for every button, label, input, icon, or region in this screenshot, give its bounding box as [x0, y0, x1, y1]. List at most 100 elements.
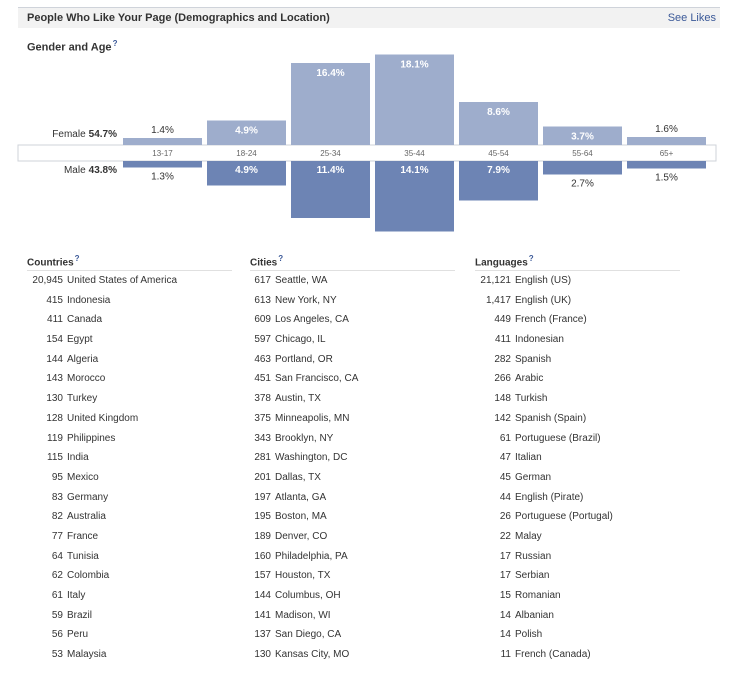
countries-name: India — [67, 452, 89, 464]
countries-name: Germany — [67, 491, 109, 503]
languages-name: English (US) — [515, 275, 572, 286]
cities-count: 201 — [254, 471, 271, 483]
cities-row: 144 Columbus, OH — [250, 586, 455, 606]
male-bar-45-54 — [459, 161, 538, 201]
languages-name: German — [515, 471, 552, 483]
cities-count: 144 — [254, 590, 271, 601]
cities-name: Minneapolis, MN — [275, 412, 350, 424]
countries-count: 56 — [51, 629, 63, 641]
countries-row: 415 Indonesia — [27, 291, 232, 311]
male-value-label: 7.9% — [487, 165, 510, 176]
male-bar-65+ — [627, 161, 706, 169]
countries-name: Malaysia — [67, 649, 107, 661]
cities-name: Kansas City, MO — [275, 649, 350, 661]
countries-row: 53 Malaysia — [27, 645, 232, 665]
countries-name: Indonesia — [67, 294, 111, 306]
languages-count: 14 — [499, 629, 511, 641]
countries-name: Algeria — [67, 353, 99, 365]
female-value-label: 18.1% — [400, 60, 428, 71]
gender-age-chart: 1.4% 1.3% 13-17 4.9% 4.9% 18-24 16.4% 11.4% 25-3… — [17, 54, 717, 232]
cities-row: 195 Boston, MA — [250, 507, 455, 527]
male-percent: 43.8% — [88, 165, 117, 176]
languages-count: 22 — [499, 530, 511, 542]
languages-count: 44 — [499, 491, 511, 503]
languages-row: 47 Italian — [475, 448, 680, 468]
countries-name: Morocco — [67, 373, 106, 385]
cities-count: 160 — [254, 550, 271, 562]
countries-count: 20,945 — [32, 275, 63, 286]
age-tick-label: 55-64 — [572, 149, 593, 158]
countries-count: 115 — [47, 452, 63, 464]
languages-count: 17 — [499, 570, 511, 582]
countries-count: 119 — [47, 432, 63, 444]
countries-heading: Countries? — [27, 254, 80, 268]
female-legend: Female 54.7% — [17, 129, 117, 140]
languages-name: Portuguese (Portugal) — [515, 511, 613, 523]
languages-count: 148 — [494, 393, 511, 405]
cities-row: 463 Portland, OR — [250, 350, 455, 370]
languages-row: 44 English (Pirate) — [475, 488, 680, 508]
countries-row: 411 Canada — [27, 310, 232, 330]
cities-name: Denver, CO — [275, 530, 328, 542]
countries-row: 130 Turkey — [27, 389, 232, 409]
male-bar-55-64 — [543, 161, 622, 175]
languages-list: 21,121 English (US) 1,417 English (UK) 449 Fr… — [475, 271, 680, 665]
languages-name: Indonesian — [515, 334, 564, 346]
countries-row: 95 Mexico — [27, 468, 232, 488]
cities-name: Houston, TX — [275, 570, 331, 582]
cities-count: 375 — [254, 412, 271, 424]
languages-count: 11 — [500, 649, 511, 661]
countries-help-icon[interactable]: ? — [74, 254, 80, 263]
cities-row: 617 Seattle, WA — [250, 271, 455, 291]
countries-count: 128 — [46, 412, 63, 424]
age-tick-label: 65+ — [660, 149, 674, 158]
countries-name: Philippines — [67, 432, 116, 444]
cities-name: New York, NY — [275, 294, 337, 306]
female-value-label: 8.6% — [487, 107, 510, 118]
countries-row: 119 Philippines — [27, 429, 232, 449]
male-bar-13-17 — [123, 161, 202, 168]
languages-name: Spanish — [515, 353, 552, 365]
cities-name: Seattle, WA — [275, 275, 328, 286]
cities-row: 609 Los Angeles, CA — [250, 310, 455, 330]
languages-row: 11 French (Canada) — [475, 645, 680, 665]
countries-name: Canada — [67, 314, 103, 326]
languages-name: Turkish — [515, 393, 548, 405]
cities-name: Chicago, IL — [275, 334, 326, 346]
cities-name: Madison, WI — [275, 609, 331, 621]
female-bar-18-24 — [207, 120, 286, 145]
cities-count: 195 — [254, 511, 271, 523]
languages-help-icon[interactable]: ? — [528, 254, 534, 263]
section-title: People Who Like Your Page (Demographics … — [27, 12, 330, 24]
languages-name: Albanian — [515, 609, 554, 621]
age-axis-strip — [17, 144, 717, 162]
languages-row: 266 Arabic — [475, 369, 680, 389]
countries-count: 130 — [46, 393, 63, 405]
gender-age-help-icon[interactable]: ? — [112, 39, 118, 48]
cities-help-icon[interactable]: ? — [278, 254, 284, 263]
male-legend: Male 43.8% — [17, 165, 117, 176]
female-percent: 54.7% — [88, 129, 117, 140]
cities-name: Los Angeles, CA — [275, 314, 349, 326]
male-bar-35-44 — [375, 161, 454, 232]
countries-name: Turkey — [67, 393, 98, 405]
cities-row: 343 Brooklyn, NY — [250, 429, 455, 449]
countries-name: Tunisia — [67, 550, 99, 562]
female-bar-45-54 — [459, 102, 538, 145]
languages-count: 45 — [499, 471, 511, 483]
countries-name: Australia — [67, 511, 106, 523]
countries-row: 77 France — [27, 527, 232, 547]
countries-heading-label: Countries — [27, 257, 74, 269]
cities-name: Brooklyn, NY — [275, 432, 334, 444]
languages-name: Malay — [515, 530, 542, 542]
languages-row: 282 Spanish — [475, 350, 680, 370]
countries-count: 144 — [46, 353, 63, 365]
cities-count: 130 — [254, 649, 271, 661]
cities-name: Columbus, OH — [275, 590, 341, 601]
female-bar-13-17 — [123, 138, 202, 145]
cities-row: 189 Denver, CO — [250, 527, 455, 547]
languages-count: 14 — [499, 609, 511, 621]
see-likes-link[interactable]: See Likes — [667, 12, 716, 24]
age-tick-label: 35-44 — [404, 149, 425, 158]
cities-name: Portland, OR — [275, 353, 333, 365]
